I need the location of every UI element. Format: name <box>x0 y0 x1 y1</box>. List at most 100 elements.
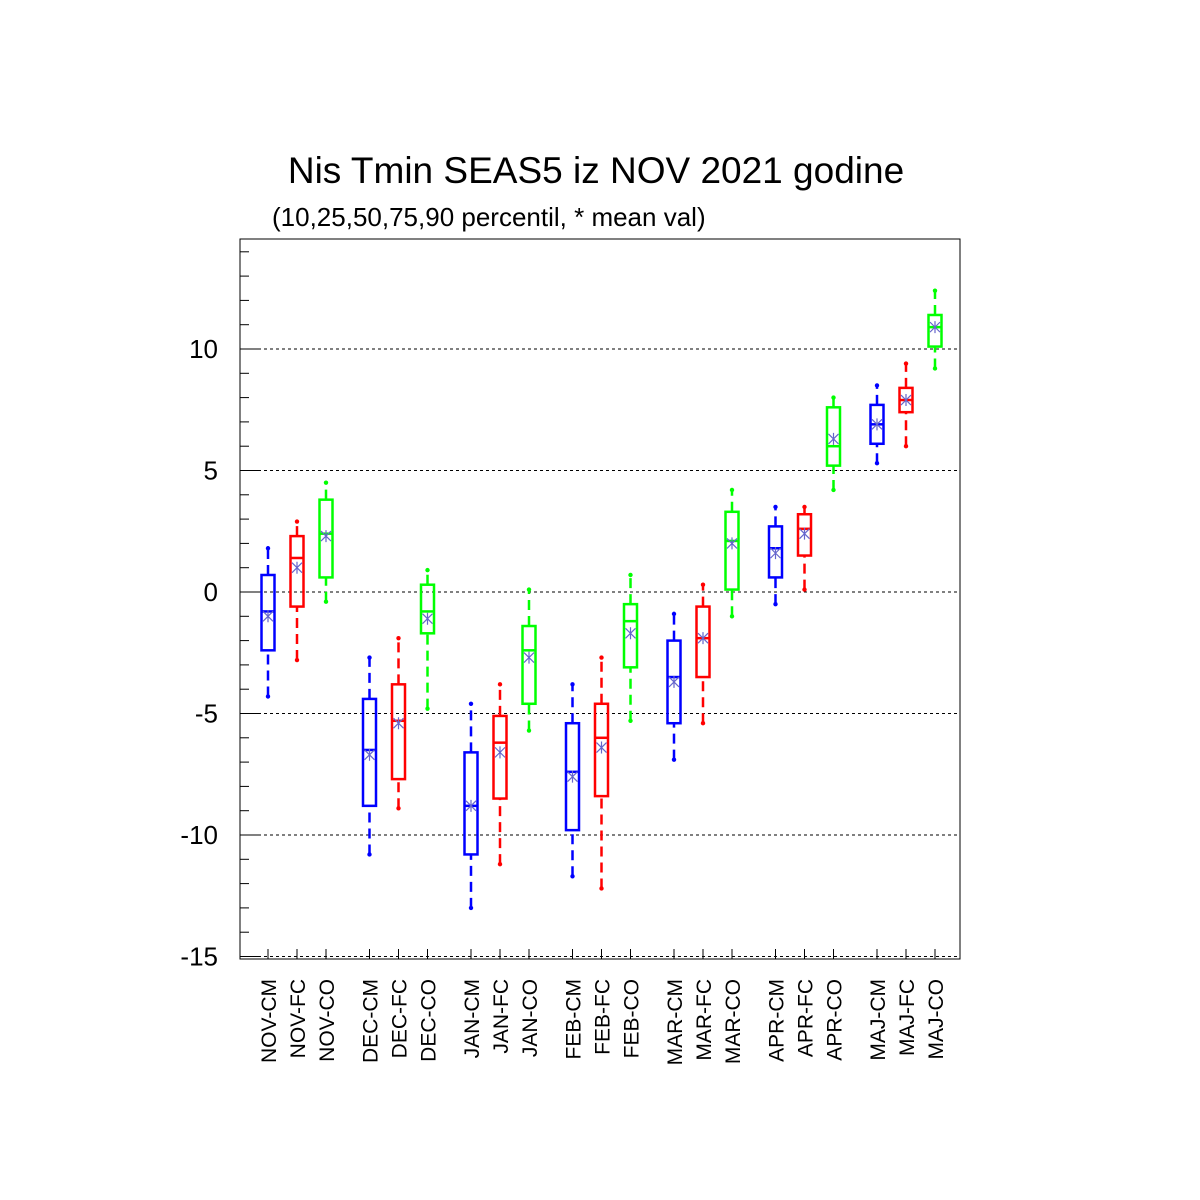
box-jan-co <box>521 587 537 733</box>
box-iqr <box>492 714 508 800</box>
mean-marker <box>697 632 709 645</box>
x-tick-label: APR-CO <box>824 979 847 1061</box>
x-tick-label: DEC-CM <box>360 979 383 1063</box>
whisker-end-p10 <box>425 706 430 711</box>
x-tick-label: APR-CM <box>766 979 789 1062</box>
box-iqr <box>463 751 479 856</box>
mean-marker <box>291 561 303 574</box>
mean-marker <box>465 799 477 812</box>
y-tick-label: -15 <box>180 942 218 972</box>
whisker-end-p90 <box>802 504 807 510</box>
whisker-end-p90 <box>700 582 706 587</box>
box-maj-fc <box>898 361 914 449</box>
whisker-end-p10 <box>294 657 300 663</box>
mean-marker <box>828 432 839 445</box>
mean-marker <box>726 537 738 550</box>
box-iqr <box>796 512 813 557</box>
x-tick-label: MAR-FC <box>693 979 716 1061</box>
box-apr-cm <box>767 504 784 607</box>
whisker-end-p10 <box>323 599 329 604</box>
whisker-end-p90 <box>265 546 271 551</box>
y-tick-label: -10 <box>180 820 218 850</box>
whisker-end-p90 <box>831 395 836 400</box>
box-iqr <box>361 697 378 808</box>
x-tick-label: MAJ-FC <box>896 979 919 1056</box>
whisker-end-p90 <box>903 361 909 366</box>
x-tick-label: DEC-FC <box>389 979 412 1058</box>
mean-marker <box>871 418 883 431</box>
box-iqr <box>419 583 436 635</box>
box-iqr <box>767 525 784 579</box>
mean-marker <box>320 530 332 543</box>
y-tick-label: 5 <box>204 456 218 486</box>
x-tick-label: MAR-CO <box>722 979 745 1064</box>
y-axis: -15 -10 -5 0 5 10 <box>180 251 258 972</box>
whisker-end-p10 <box>903 444 909 449</box>
y-tick-label: 0 <box>204 577 218 607</box>
mean-marker <box>799 527 810 540</box>
whisker-end-p10 <box>729 614 735 619</box>
whisker-end-p90 <box>323 480 329 485</box>
whisker-end-p90 <box>628 572 633 578</box>
box-iqr <box>695 605 711 679</box>
grid-lines <box>240 348 960 957</box>
box-iqr <box>564 721 581 832</box>
y-tick-label: -5 <box>195 699 218 729</box>
whisker-end-p90 <box>425 567 430 573</box>
x-tick-label: FEB-CM <box>563 979 586 1060</box>
whisker-end-p10 <box>599 886 604 891</box>
x-tick-label: APR-FC <box>795 979 818 1057</box>
mean-marker <box>596 741 607 754</box>
whisker-end-p10 <box>265 694 271 699</box>
whisker-end-p10 <box>700 721 706 726</box>
box-series <box>260 288 943 911</box>
whisker-end-p90 <box>932 288 938 293</box>
whisker-end-p10 <box>497 861 503 867</box>
box-nov-co <box>318 480 334 604</box>
whisker-end-p90 <box>599 655 604 660</box>
box-jan-fc <box>492 682 508 867</box>
x-tick-label: FEB-FC <box>592 979 615 1055</box>
chart-title: Nis Tmin SEAS5 iz NOV 2021 godine <box>287 150 905 191</box>
whisker-end-p90 <box>671 611 677 617</box>
whisker-end-p10 <box>773 601 778 607</box>
whisker-end-p90 <box>468 701 474 706</box>
x-tick-label: NOV-CM <box>258 979 281 1063</box>
whisker-end-p90 <box>367 655 372 660</box>
box-nov-fc <box>289 519 305 663</box>
x-tick-label: JAN-CO <box>519 979 542 1057</box>
box-feb-co <box>622 572 639 723</box>
box-iqr <box>390 683 407 781</box>
box-dec-cm <box>361 655 378 857</box>
whisker-end-p10 <box>526 728 532 733</box>
box-apr-co <box>825 395 842 493</box>
mean-marker <box>364 748 375 761</box>
whisker-end-p90 <box>396 635 401 641</box>
box-mar-fc <box>695 582 711 726</box>
box-iqr <box>593 702 610 798</box>
mean-marker <box>770 547 781 560</box>
whisker-end-p90 <box>526 587 532 592</box>
whisker-end-p90 <box>294 519 300 524</box>
whisker-end-p10 <box>802 587 807 592</box>
box-iqr <box>622 602 639 669</box>
box-feb-cm <box>564 682 581 879</box>
chart-subtitle: (10,25,50,75,90 percentil, * mean val) <box>272 202 706 232</box>
x-tick-label: FEB-CO <box>621 979 644 1058</box>
box-apr-fc <box>796 504 813 592</box>
whisker-end-p10 <box>367 852 372 857</box>
box-mar-cm <box>666 611 682 762</box>
whisker-end-p90 <box>570 682 575 687</box>
box-iqr <box>521 624 537 706</box>
box-mar-co <box>724 487 740 619</box>
box-iqr <box>666 639 682 725</box>
x-tick-label: MAJ-CO <box>925 979 948 1060</box>
whisker-end-p10 <box>396 806 401 811</box>
x-tick-label: JAN-CM <box>461 979 484 1058</box>
mean-marker <box>494 746 506 759</box>
box-nov-cm <box>260 546 276 699</box>
box-maj-cm <box>869 383 885 466</box>
whisker-end-p90 <box>729 487 735 493</box>
mean-marker <box>900 394 912 407</box>
mean-marker <box>422 612 433 625</box>
